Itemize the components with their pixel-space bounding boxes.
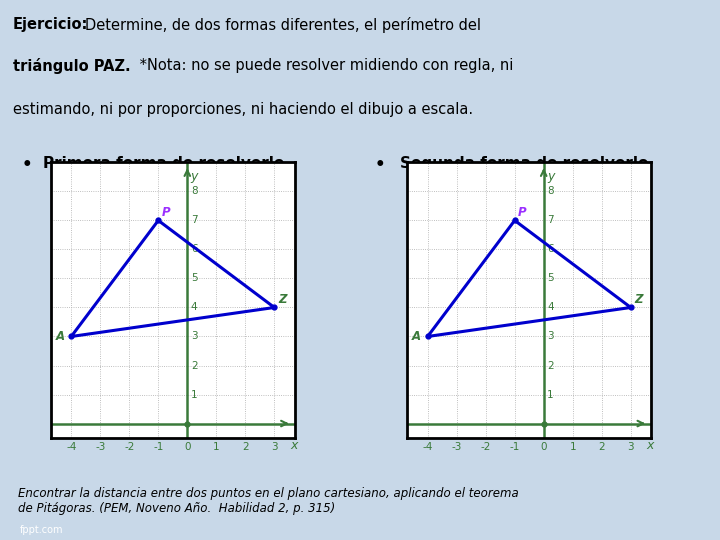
Text: 2: 2 [191,361,197,370]
Text: x: x [290,440,297,453]
Text: 6: 6 [191,245,197,254]
Text: 8: 8 [191,186,197,197]
Text: 7: 7 [191,215,197,225]
Text: Segunda forma de resolverlo: Segunda forma de resolverlo [400,156,648,171]
Text: 3: 3 [191,332,197,341]
Text: 6: 6 [547,245,554,254]
Text: 0: 0 [184,442,191,453]
Text: 2: 2 [547,361,554,370]
Text: 3: 3 [627,442,634,453]
Text: Determine, de dos formas diferentes, el perímetro del: Determine, de dos formas diferentes, el … [85,17,481,33]
Text: -3: -3 [95,442,105,453]
Text: •: • [22,156,32,174]
Text: 8: 8 [547,186,554,197]
Text: A: A [55,330,64,343]
Text: 0: 0 [541,442,547,453]
Text: estimando, ni por proporciones, ni haciendo el dibujo a escala.: estimando, ni por proporciones, ni hacie… [13,102,473,117]
Text: triángulo PAZ.: triángulo PAZ. [13,58,130,75]
Text: -4: -4 [66,442,76,453]
Text: *Nota: no se puede resolver midiendo con regla, ni: *Nota: no se puede resolver midiendo con… [135,58,514,73]
Text: -2: -2 [480,442,491,453]
Text: 1: 1 [570,442,576,453]
Text: 1: 1 [213,442,220,453]
Text: x: x [647,440,654,453]
Text: 4: 4 [191,302,197,313]
Text: -4: -4 [423,442,433,453]
Text: Primera forma de resolverlo: Primera forma de resolverlo [43,156,284,171]
Text: -3: -3 [451,442,462,453]
Text: P: P [162,206,171,219]
Text: 1: 1 [547,389,554,400]
Text: Z: Z [634,293,643,306]
Text: fppt.com: fppt.com [19,525,63,535]
Text: 3: 3 [271,442,278,453]
Text: y: y [191,170,198,183]
Text: 3: 3 [547,332,554,341]
Text: Encontrar la distancia entre dos puntos en el plano cartesiano, aplicando el teo: Encontrar la distancia entre dos puntos … [18,487,518,515]
Text: 4: 4 [547,302,554,313]
Text: P: P [518,206,527,219]
Text: 2: 2 [598,442,605,453]
Text: 7: 7 [547,215,554,225]
Text: •: • [374,156,385,174]
Text: y: y [547,170,554,183]
Text: -1: -1 [153,442,163,453]
Text: -1: -1 [510,442,520,453]
Text: 1: 1 [191,389,197,400]
Text: Ejercicio:: Ejercicio: [13,17,89,32]
Text: A: A [412,330,420,343]
Text: Z: Z [278,293,287,306]
Text: 5: 5 [547,273,554,284]
Text: 2: 2 [242,442,248,453]
Text: -2: -2 [124,442,135,453]
Text: 5: 5 [191,273,197,284]
